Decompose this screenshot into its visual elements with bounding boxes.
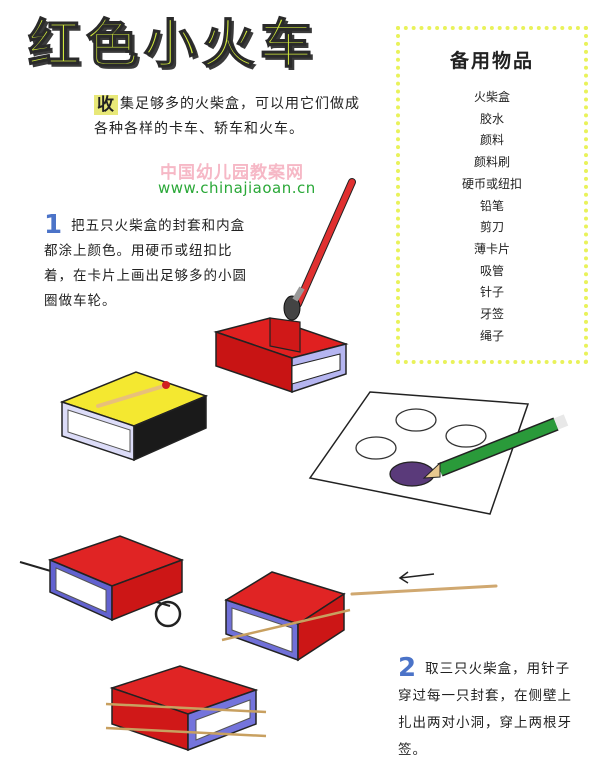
- intro-paragraph: 收集足够多的火柴盒，可以用它们做成各种各样的卡车、轿车和火车。: [94, 92, 370, 142]
- supply-item: 牙签: [479, 307, 504, 322]
- paintbrush-icon: [283, 178, 356, 321]
- step-2-number: 2: [398, 656, 418, 683]
- red-box-bottom-illustration: [105, 665, 267, 752]
- card-with-circles-illustration: [308, 391, 530, 515]
- supplies-heading: 备用物品: [449, 50, 534, 72]
- step-2-line-2: 穿过每一只封套，在侧壁上: [398, 688, 572, 704]
- supplies-box: 备用物品 火柴盒 胶水 颜料 颜料刷 硬币或纽扣 铅笔 剪刀 薄卡片 吸管 针子…: [396, 26, 588, 364]
- watermark-site-name: 中国幼儿园教案网: [160, 163, 304, 183]
- supply-item: 胶水: [479, 111, 504, 126]
- supplies-list: 火柴盒 胶水 颜料 颜料刷 硬币或纽扣 铅笔 剪刀 薄卡片 吸管 针子 牙签 绳…: [400, 87, 584, 347]
- supply-item: 绳子: [479, 328, 504, 343]
- painted-box-with-brush-illustration: [213, 317, 349, 394]
- supply-item: 火柴盒: [473, 90, 510, 104]
- red-box-with-toothpick-illustration: [221, 571, 351, 662]
- step-1-text: 把五只火柴盒的封套和内盒都涂上颜色。用硬币或纽扣比着，在卡片上画出足够多的小圆圈…: [44, 218, 247, 309]
- page-title: 红色小火车: [27, 14, 319, 76]
- step-2: 2 取三只火柴盒，用针子 穿过每一只封套，在侧壁上 扎出两对小洞，穿上两根牙 签。: [398, 656, 600, 764]
- toothpick-with-arrow-illustration: [350, 571, 498, 596]
- supply-item: 硬币或纽扣: [461, 176, 522, 191]
- step-1-number: 1: [44, 210, 64, 240]
- yellow-matchbox-illustration: [59, 371, 209, 462]
- step-1: 1 把五只火柴盒的封套和内盒都涂上颜色。用硬币或纽扣比着，在卡片上画出足够多的小圆…: [44, 210, 258, 314]
- step-2-text: 取三只火柴盒，用针子: [425, 661, 571, 677]
- drop-cap: 收: [94, 95, 118, 115]
- pencil-icon: [422, 414, 569, 479]
- supply-item: 颜料: [479, 133, 504, 148]
- supply-item: 针子: [479, 285, 504, 300]
- supply-item: 剪刀: [479, 220, 504, 235]
- step-2-line-4: 签。: [398, 742, 427, 758]
- supply-item: 薄卡片: [473, 241, 510, 256]
- supply-item: 吸管: [479, 263, 504, 278]
- step-2-line-3: 扎出两对小洞，穿上两根牙: [398, 715, 572, 731]
- red-box-with-pin-illustration: [19, 535, 185, 628]
- supply-item: 颜料刷: [473, 155, 510, 170]
- supply-item: 铅笔: [479, 198, 504, 213]
- watermark-url: www.chinajiaoan.cn: [158, 179, 316, 197]
- intro-text: 集足够多的火柴盒，可以用它们做成各种各样的卡车、轿车和火车。: [94, 96, 360, 137]
- step-2-line-1: 2 取三只火柴盒，用针子: [398, 656, 600, 683]
